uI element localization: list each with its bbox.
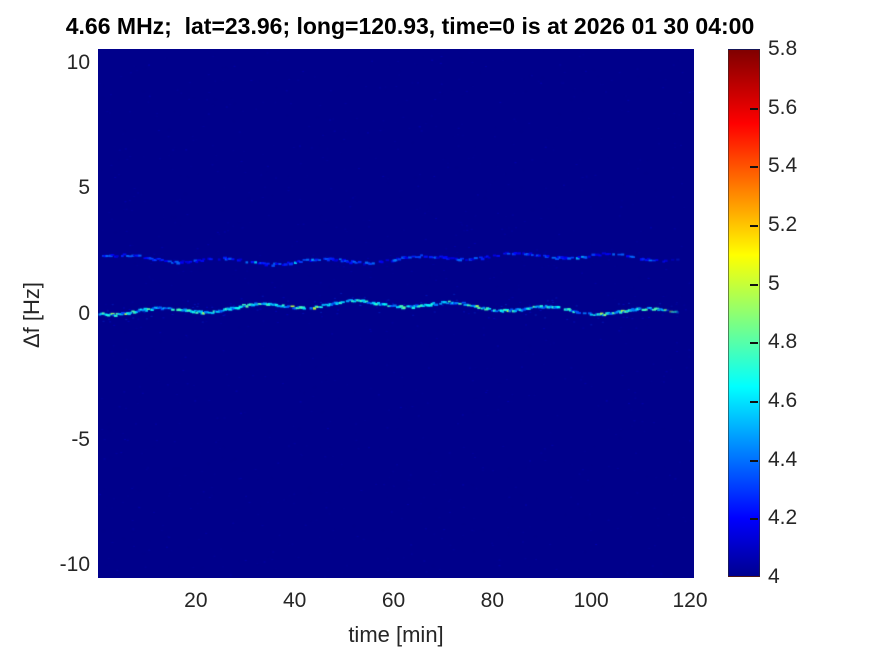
x-tick-label: 100 (573, 589, 609, 612)
y-tick-label: -10 (59, 553, 90, 577)
y-tick-label: 10 (66, 50, 90, 74)
colorbar-tick (750, 401, 758, 403)
y-tick-label: 0 (78, 302, 90, 326)
colorbar-tick-label: 5.6 (768, 95, 798, 119)
colorbar-tick (750, 342, 758, 345)
colorbar-tick-label: 4 (768, 565, 780, 588)
colorbar-tick-label: 5.4 (768, 154, 798, 178)
y-tick-label: 5 (78, 176, 90, 200)
colorbar-tick-label: 4.6 (768, 389, 798, 412)
colorbar-tick (750, 166, 758, 169)
plot-area (98, 49, 694, 578)
colorbar (728, 49, 760, 577)
x-tick-label: 80 (480, 589, 505, 612)
colorbar-tick (750, 107, 758, 110)
colorbar-tick (750, 225, 758, 227)
colorbar-tick-label: 4.4 (768, 447, 798, 471)
x-tick-label: 40 (283, 589, 307, 612)
x-tick-label: 20 (184, 589, 208, 612)
figure-title: 4.66 MHz; lat=23.96; long=120.93, time=0… (65, 13, 755, 39)
colorbar-tick-label: 5 (768, 271, 780, 295)
y-tick-label: -5 (71, 427, 90, 451)
x-tick-label: 60 (381, 589, 406, 612)
colorbar-tick-label: 5.2 (768, 213, 798, 236)
x-axis-label: time [min] (348, 622, 444, 647)
spectrogram-canvas (98, 49, 694, 578)
colorbar-tick (750, 459, 758, 462)
colorbar-tick-label: 4.2 (768, 506, 798, 530)
colorbar-tick (750, 283, 758, 286)
colorbar-tick-label: 4.8 (768, 330, 798, 354)
colorbar-tick (750, 518, 758, 521)
x-tick-label: 120 (672, 589, 708, 612)
colorbar-tick-label: 5.8 (768, 37, 798, 60)
